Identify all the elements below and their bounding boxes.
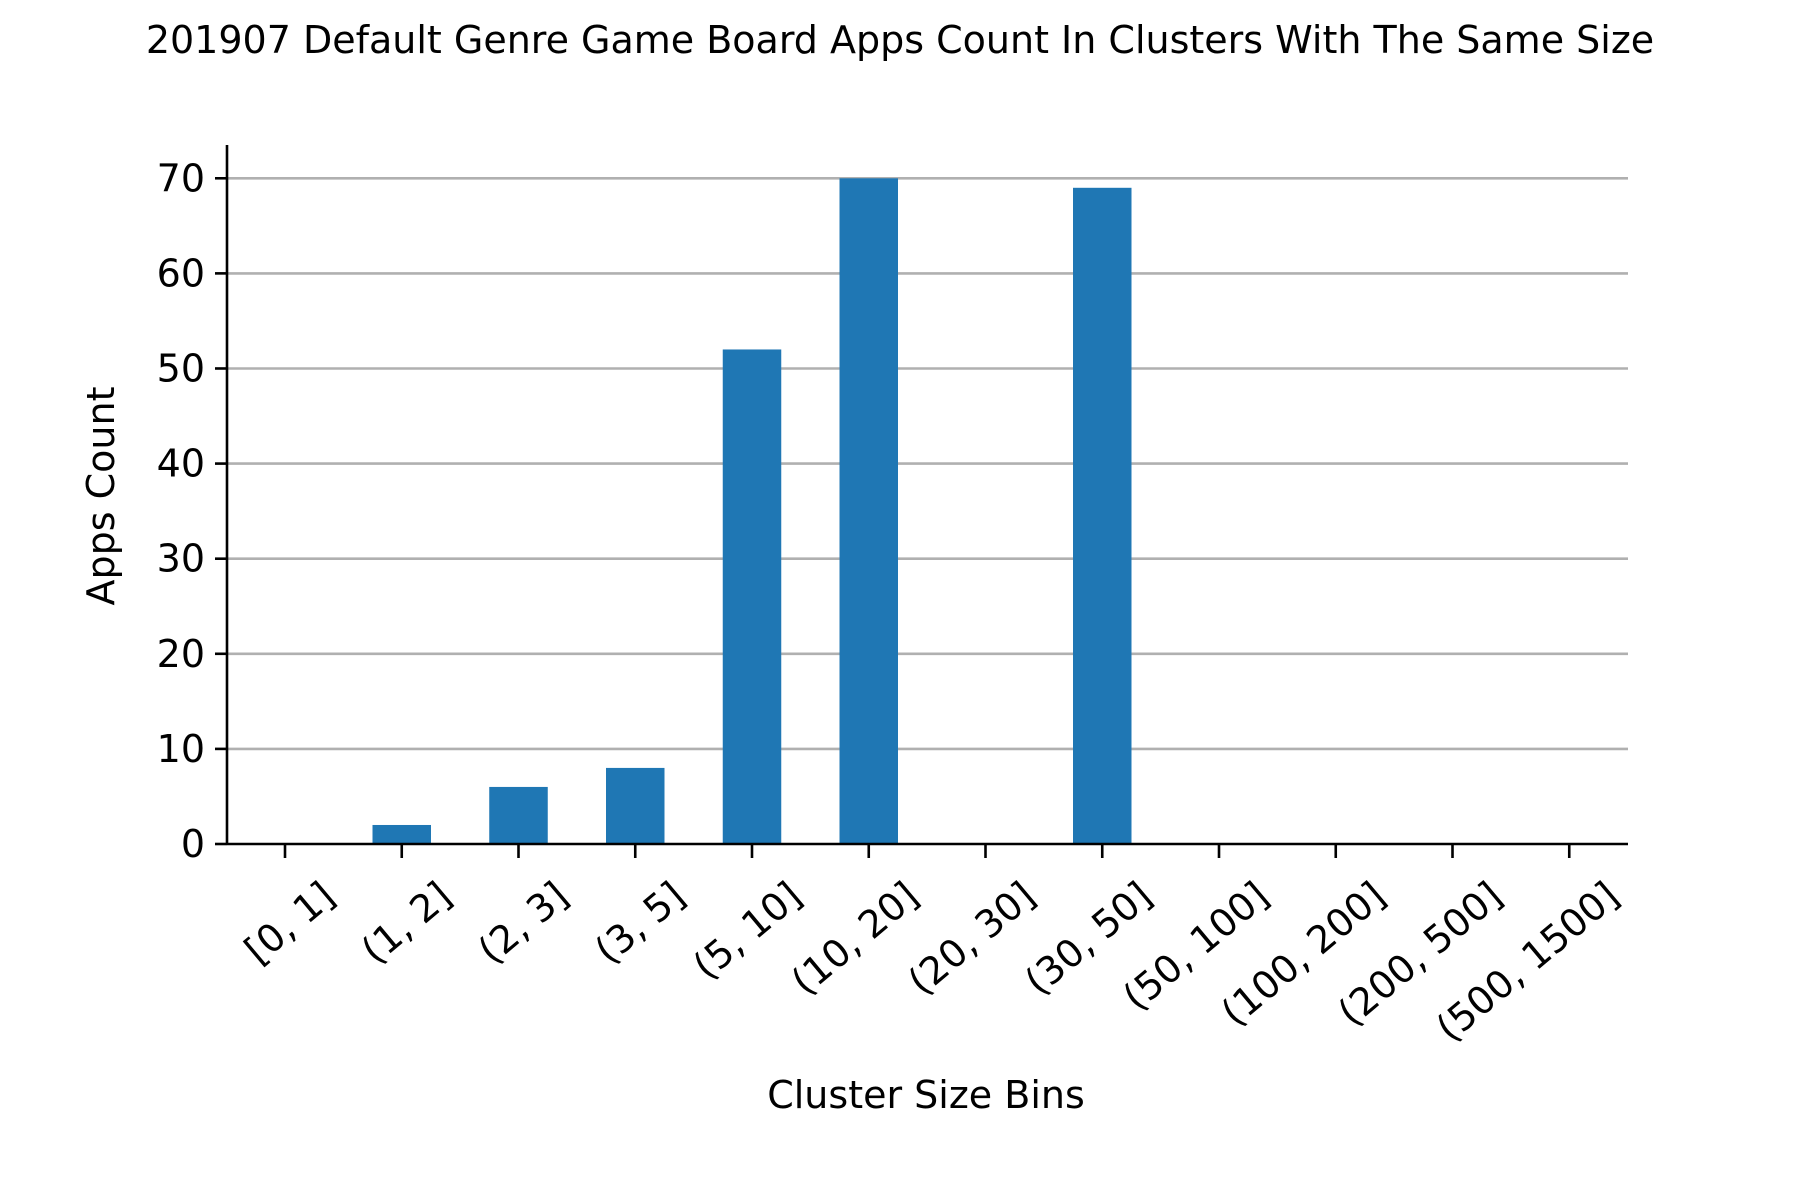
y-tick-label: 10 (157, 727, 205, 771)
bar-4 (722, 349, 782, 844)
x-tick-label: (1, 2] (353, 873, 460, 972)
y-tick-label: 30 (157, 537, 205, 581)
x-tick-label: (2, 3] (470, 873, 577, 972)
grid-lines (227, 176, 1628, 751)
y-axis-label: Apps Count (79, 387, 123, 606)
y-tick-label: 50 (157, 346, 205, 390)
y-tick-label: 40 (157, 442, 205, 486)
bar-1 (372, 824, 431, 844)
x-tick-label: (3, 5] (586, 873, 693, 972)
y-axis-ticks: 0 10 20 30 40 50 60 70 (157, 156, 227, 866)
y-tick-label: 20 (157, 632, 205, 676)
x-tick-label: (10, 20] (783, 873, 927, 1003)
y-tick-label: 60 (157, 251, 205, 295)
bar-3 (606, 767, 665, 844)
chart-title: 201907 Default Genre Game Board Apps Cou… (146, 18, 1654, 62)
y-tick-label: 0 (181, 822, 205, 866)
axes (225, 145, 1628, 846)
y-tick-label: 70 (157, 156, 205, 200)
x-axis-label: Cluster Size Bins (767, 1073, 1085, 1117)
bars (372, 178, 1132, 845)
x-tick-label: (20, 30] (900, 873, 1044, 1003)
bar-2 (489, 786, 548, 844)
bar-5 (839, 178, 898, 845)
x-tick-label: [0, 1] (236, 873, 343, 972)
x-axis-ticks: [0, 1] (1, 2] (2, 3] (3, 5](5, 10](10, 20](… (236, 844, 1627, 1050)
bar-7 (1073, 187, 1132, 845)
